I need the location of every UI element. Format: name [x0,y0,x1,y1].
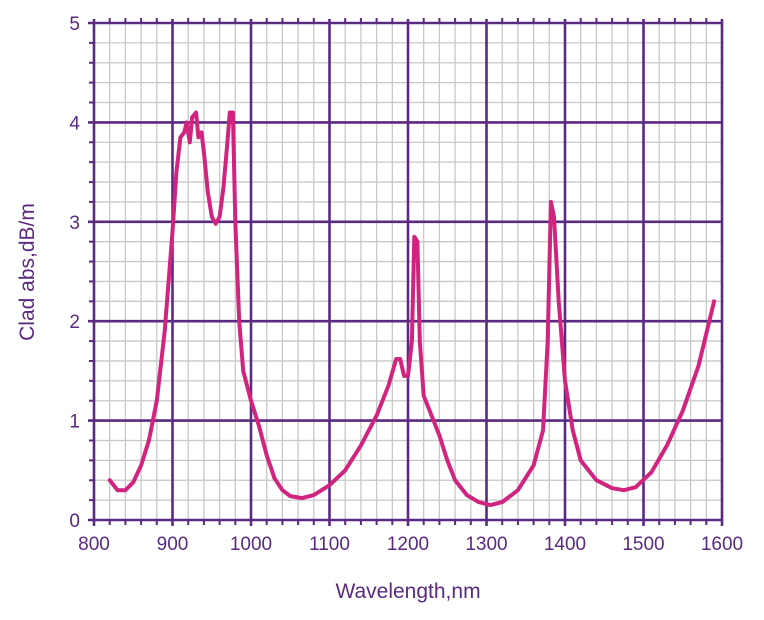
x-tick-label: 1000 [230,534,272,555]
x-tick-labels: 800 900 1000 1100 1200 1300 1400 1500 1600 [78,534,743,555]
y-tick-label: 0 [69,511,80,532]
x-tick-label: 1100 [309,534,350,555]
x-tick-label: 1600 [701,534,743,555]
major-grid [88,19,724,526]
x-tick-label: 800 [78,534,110,555]
series-line-clad-absorption [107,110,717,508]
x-tick-label: 1400 [544,534,586,555]
y-tick-labels: 0 1 2 3 4 5 [69,14,80,532]
y-tick-label: 5 [69,14,80,35]
y-tick-label: 1 [69,412,80,433]
x-tick-label: 1200 [387,534,429,555]
y-tick-label: 4 [69,113,80,134]
y-tick-label: 2 [69,312,80,333]
y-axis-title: Clad abs,dB/m [16,203,39,341]
y-tick-label: 3 [69,213,80,234]
x-tick-label: 1300 [465,534,507,555]
x-tick-label: 1500 [622,534,664,555]
x-axis-title: Wavelength,nm [335,580,480,603]
x-tick-label: 900 [157,534,189,555]
axis-ticks [89,18,708,525]
